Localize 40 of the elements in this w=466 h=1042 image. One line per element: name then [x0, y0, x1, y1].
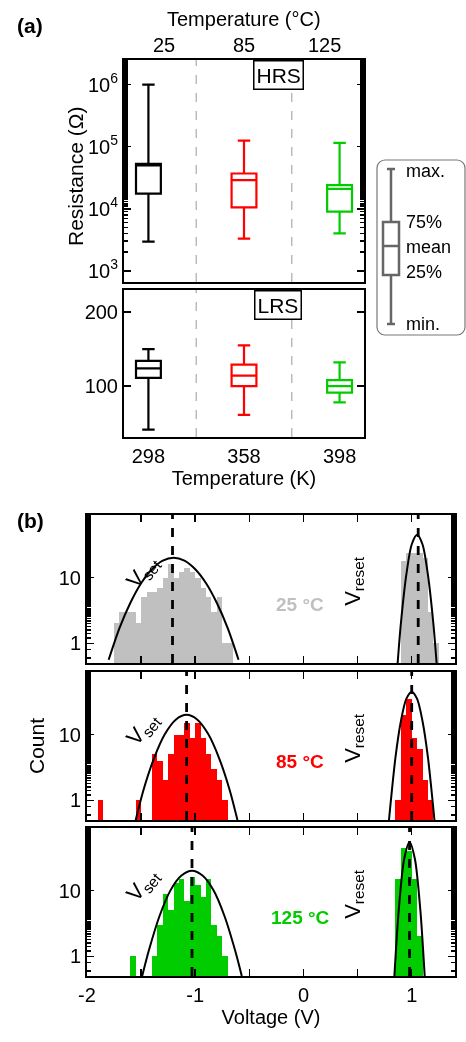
x-axis-title: Temperature (K): [171, 467, 317, 489]
y-tick-label: 10$^{3}$: [87, 256, 119, 282]
x2-axis-title: Temperature (°C): [167, 8, 321, 30]
y-tick-label: 10: [58, 879, 81, 902]
x-tick-label: 398: [322, 445, 357, 467]
y-tick-label: 10$^{6}$: [87, 70, 119, 96]
annotation: HRS: [256, 63, 301, 87]
x-tick-label: 0: [297, 984, 310, 1006]
y-axis-title: Count: [25, 717, 49, 775]
x-tick-label: -2: [78, 984, 96, 1006]
text: 25%: [406, 262, 443, 282]
annotation: 125 °C: [271, 907, 330, 928]
annotation: 85 °C: [276, 751, 325, 772]
y-tick-label: 1: [69, 632, 81, 655]
x-tick-label: -1: [186, 984, 205, 1006]
text: 75%: [406, 212, 443, 232]
x-tick-label: 298: [131, 445, 166, 467]
text: 85: [233, 34, 256, 56]
text: max.: [406, 161, 446, 181]
y-tick-label: 100: [84, 375, 118, 398]
text: 125: [308, 34, 342, 56]
chart-title: (a): [17, 14, 43, 37]
y-tick-label: 1: [69, 945, 81, 968]
y-tick-label: 200: [84, 301, 118, 324]
x-tick-label: 1: [406, 984, 418, 1006]
text: min.: [406, 314, 441, 334]
y-tick-label: 10$^{4}$: [87, 194, 119, 220]
x-tick-label: 358: [227, 445, 261, 467]
y-axis-title: Resistance (Ω): [64, 106, 87, 246]
annotation: LRS: [257, 293, 299, 317]
line-series: [107, 556, 240, 661]
text: mean: [406, 237, 452, 257]
text: 25: [153, 34, 176, 56]
y-tick-label: 10: [58, 723, 81, 746]
annotation: 25 °C: [276, 594, 325, 615]
x-axis-title: Voltage (V): [221, 1006, 321, 1028]
y-tick-label: 1: [69, 789, 81, 812]
y-tick-label: 10: [58, 566, 81, 589]
y-tick-label: 10$^{5}$: [87, 132, 119, 158]
chart-title: (b): [17, 509, 44, 532]
